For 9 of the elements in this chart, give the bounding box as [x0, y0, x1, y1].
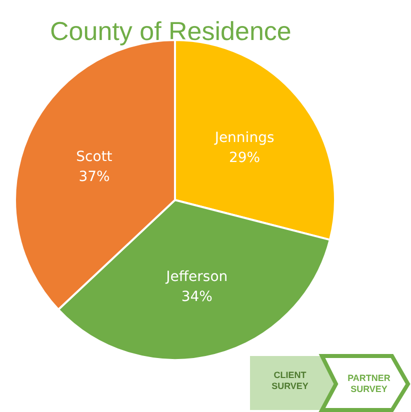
text: PARTNER SURVEY [348, 373, 391, 394]
data-label: 34% [181, 289, 212, 306]
data-label: 37% [78, 169, 110, 186]
slice-label: Jefferson [165, 269, 228, 286]
chart-title: County of Residence [50, 16, 292, 46]
slice-label: Jennings [214, 130, 274, 146]
slice-label: Scott [76, 149, 113, 166]
text: CLIENT SURVEY [272, 370, 308, 391]
data-label: 29% [228, 150, 260, 166]
